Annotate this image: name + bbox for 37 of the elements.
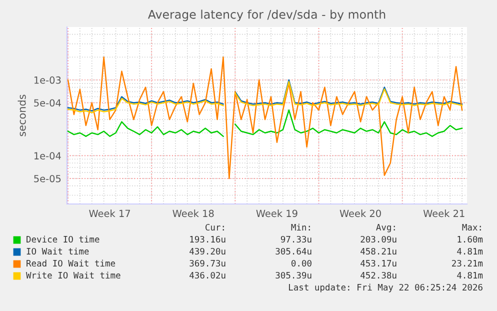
text: Max:	[462, 224, 481, 231]
text: 1.60m	[458, 236, 483, 243]
x-tick-label: Week 17	[89, 210, 130, 218]
text: 436.02u	[190, 272, 226, 279]
text: 0.00	[292, 260, 312, 267]
y-axis-title: seconds	[18, 94, 26, 136]
text: Min:	[291, 224, 310, 230]
text: 193.16u	[190, 236, 226, 243]
y-tick-label: 5e-04	[34, 99, 61, 107]
text: 453.17u	[360, 260, 396, 267]
legend-label: IO Wait time	[26, 248, 89, 255]
legend-label: Read IO Wait time	[26, 260, 116, 267]
text: 458.21u	[360, 248, 396, 255]
text: Cur:	[206, 224, 224, 231]
x-tick-label: Week 18	[172, 210, 214, 218]
legend-label: Write IO Wait time	[26, 272, 120, 279]
text: 97.33u	[280, 236, 312, 243]
text: 203.09u	[360, 236, 396, 243]
text: 4.81m	[457, 272, 483, 279]
text: 305.39u	[276, 272, 312, 279]
x-tick-label: Week 21	[423, 210, 464, 218]
text: 452.38u	[360, 272, 396, 279]
text: 439.20u	[190, 248, 226, 255]
x-tick-label: Week 19	[256, 210, 298, 218]
text: Avg:	[376, 224, 395, 232]
x-tick-label: Week 20	[340, 210, 381, 218]
chart-title: Average latency for /dev/sda - by month	[148, 10, 386, 22]
y-tick-label: 1e-03	[34, 76, 61, 84]
legend-label: Device IO time	[26, 236, 100, 243]
text: 23.21m	[452, 260, 483, 267]
text: 4.81m	[457, 248, 483, 255]
text: 369.73u	[190, 260, 226, 267]
line-series	[67, 56, 463, 180]
text: 305.64u	[276, 248, 312, 255]
text: Last update: Fri May 22 06:25:24 2026	[289, 284, 482, 292]
y-tick-label: 1e-04	[34, 152, 61, 160]
y-tick-label: 5e-05	[34, 174, 61, 182]
